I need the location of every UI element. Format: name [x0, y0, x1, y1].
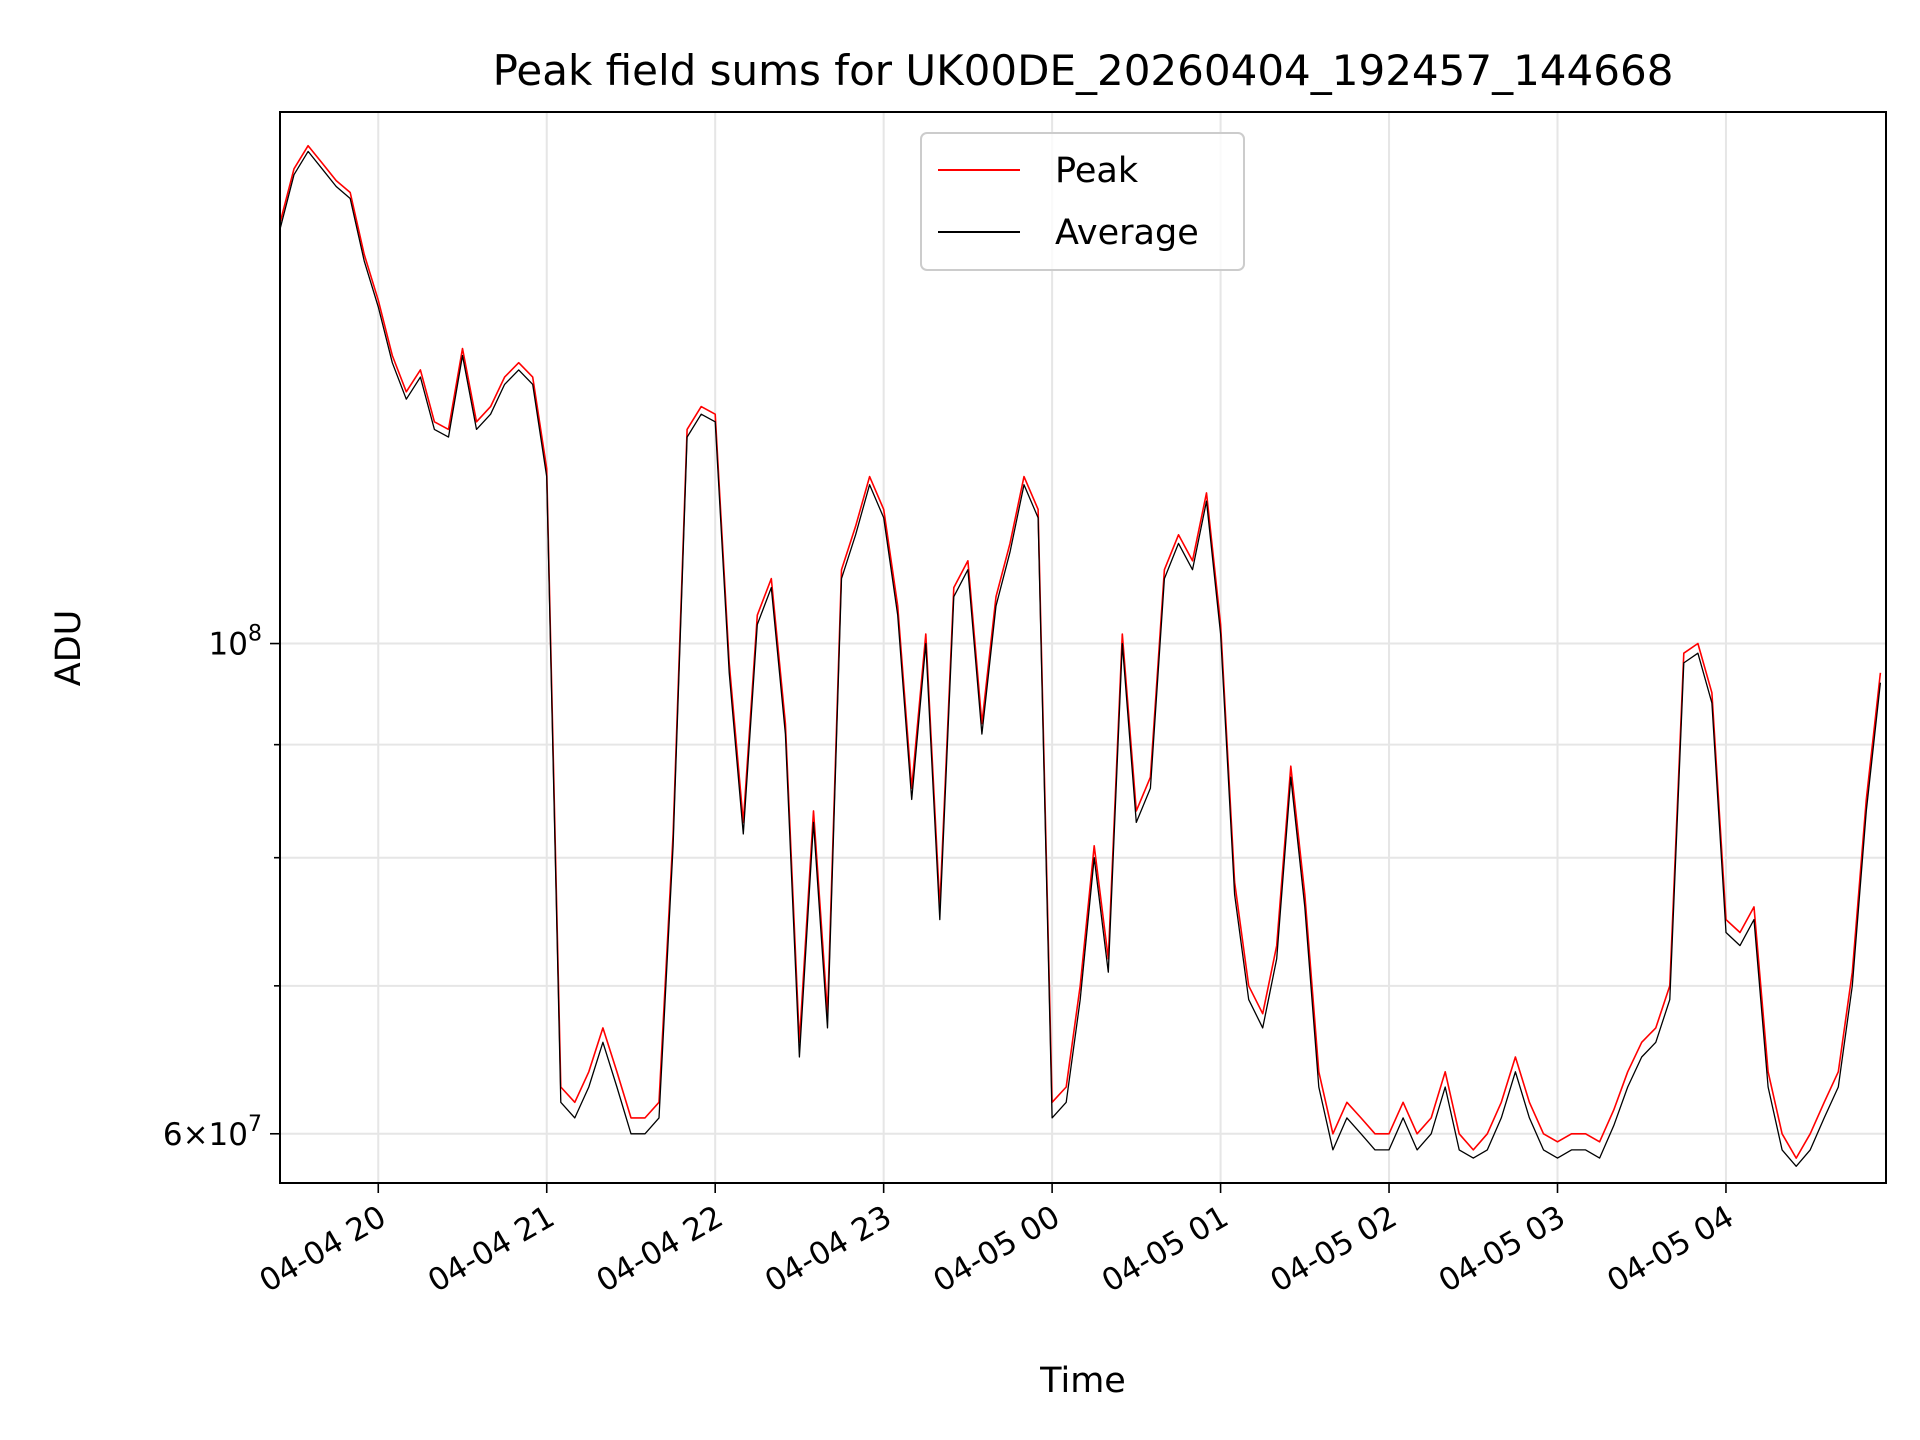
y-tick-base: 10 [209, 627, 248, 663]
series-line-peak [280, 144, 1882, 1159]
y-axis-label: ADU [49, 610, 89, 687]
y-tick-times: ×10 [183, 1117, 248, 1153]
legend-label-average: Average [1055, 213, 1199, 253]
series-line-average [280, 150, 1882, 1167]
x-axis-label: Time [1039, 1361, 1126, 1401]
y-tick-label: 6×107 [163, 1112, 262, 1153]
series-layer [280, 144, 1882, 1167]
y-tick-exponent: 8 [248, 622, 262, 647]
y-tick-label: 108 [209, 622, 262, 663]
grid [280, 112, 1886, 1183]
plot-frame [279, 111, 1887, 1184]
y-tick-exponent: 7 [248, 1112, 262, 1137]
legend-label-peak: Peak [1055, 151, 1139, 191]
legend-box [920, 132, 1245, 271]
y-tick-base: 6 [163, 1117, 183, 1153]
chart-title: Peak field sums for UK00DE_20260404_1924… [493, 46, 1674, 95]
legend: Peak Average [920, 132, 1245, 271]
